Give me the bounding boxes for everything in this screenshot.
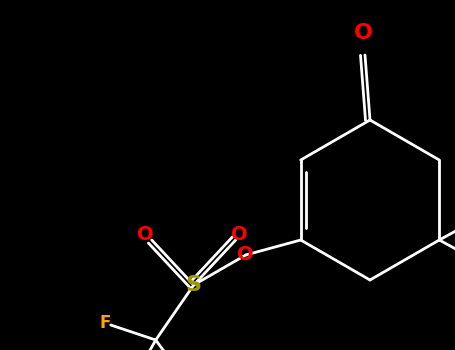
Text: O: O [238,245,254,265]
Text: O: O [137,224,154,244]
Text: F: F [99,314,111,332]
Text: S: S [186,275,202,295]
Text: O: O [232,224,248,244]
Text: O: O [354,23,373,43]
